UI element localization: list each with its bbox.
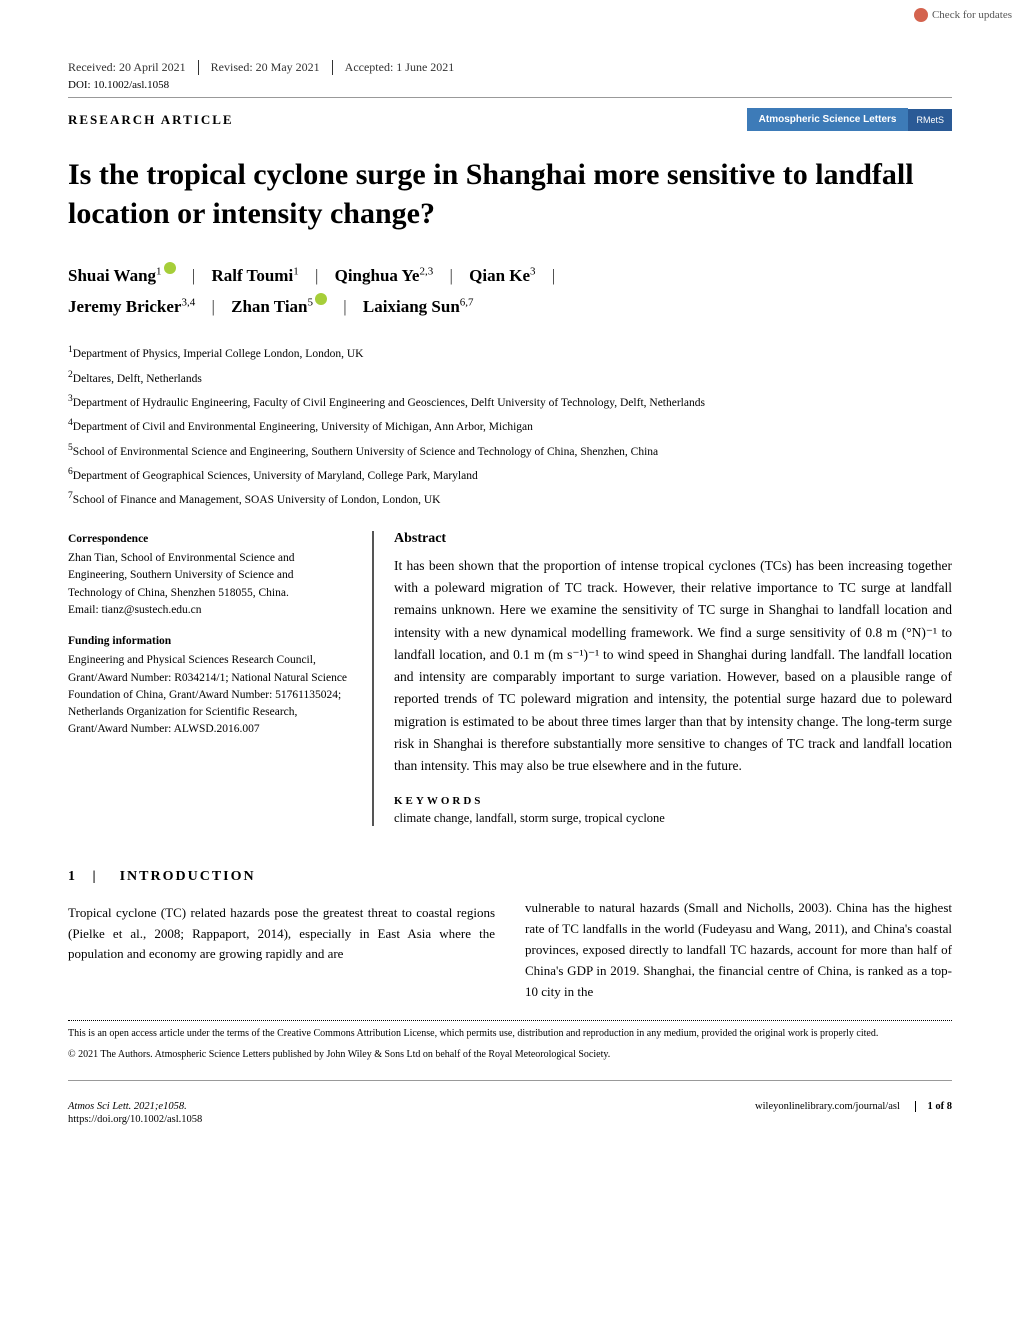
keywords-text: climate change, landfall, storm surge, t… xyxy=(394,811,952,826)
correspondence-block: Correspondence Zhan Tian, School of Envi… xyxy=(68,531,348,619)
license-text: This is an open access article under the… xyxy=(68,1027,952,1041)
intro-section: 1 | INTRODUCTION Tropical cyclone (TC) r… xyxy=(68,866,952,1002)
affiliation: 5School of Environmental Science and Eng… xyxy=(68,440,952,462)
accepted-date: Accepted: 1 June 2021 xyxy=(345,60,467,75)
affiliation: 2Deltares, Delft, Netherlands xyxy=(68,367,952,389)
footer-online: wileyonlinelibrary.com/journal/asl xyxy=(755,1101,900,1112)
author-separator: | xyxy=(552,266,555,285)
orcid-icon xyxy=(315,293,327,305)
abstract-text: It has been shown that the proportion of… xyxy=(394,555,952,778)
copyright-text: © 2021 The Authors. Atmospheric Science … xyxy=(68,1049,952,1060)
intro-heading: 1 | INTRODUCTION xyxy=(68,866,495,888)
footer-right: wileyonlinelibrary.com/journal/asl 1 of … xyxy=(755,1101,952,1125)
affiliation: 7School of Finance and Management, SOAS … xyxy=(68,488,952,510)
authors-list: Shuai Wang1 | Ralf Toumi1 | Qinghua Ye2,… xyxy=(68,261,952,322)
author: Shuai Wang1 xyxy=(68,266,176,285)
page-number: 1 of 8 xyxy=(915,1101,953,1112)
affiliation: 1Department of Physics, Imperial College… xyxy=(68,342,952,364)
author-separator: | xyxy=(315,266,318,285)
sidebar-info: Correspondence Zhan Tian, School of Envi… xyxy=(68,531,348,827)
correspondence-label: Correspondence xyxy=(68,531,348,548)
intro-col-right: vulnerable to natural hazards (Small and… xyxy=(525,866,952,1002)
intro-heading-text: INTRODUCTION xyxy=(120,869,256,884)
divider xyxy=(68,97,952,98)
footer-left: Atmos Sci Lett. 2021;e1058. https://doi.… xyxy=(68,1101,202,1125)
funding-block: Funding information Engineering and Phys… xyxy=(68,633,348,739)
footer-url: https://doi.org/10.1002/asl.1058 xyxy=(68,1114,202,1125)
check-updates-label: Check for updates xyxy=(932,9,1012,21)
intro-col-left: 1 | INTRODUCTION Tropical cyclone (TC) r… xyxy=(68,866,495,1002)
funding-label: Funding information xyxy=(68,633,348,650)
keywords-heading: KEYWORDS xyxy=(394,795,952,807)
received-date: Received: 20 April 2021 xyxy=(68,60,199,75)
affiliation: 4Department of Civil and Environmental E… xyxy=(68,415,952,437)
abstract-column: Abstract It has been shown that the prop… xyxy=(372,531,952,827)
article-type-row: RESEARCH ARTICLE Atmospheric Science Let… xyxy=(68,108,952,131)
correspondence-abstract-row: Correspondence Zhan Tian, School of Envi… xyxy=(68,531,952,827)
footer-citation: Atmos Sci Lett. 2021;e1058. xyxy=(68,1101,187,1112)
orcid-icon xyxy=(164,262,176,274)
journal-badge: Atmospheric Science Letters RMetS xyxy=(747,108,952,131)
intro-text-col2: vulnerable to natural hazards (Small and… xyxy=(525,898,952,1002)
affiliations: 1Department of Physics, Imperial College… xyxy=(68,342,952,511)
abstract-heading: Abstract xyxy=(394,531,952,547)
journal-society: RMetS xyxy=(908,109,952,131)
author: Qinghua Ye2,3 xyxy=(335,266,434,285)
author: Ralf Toumi1 xyxy=(211,266,298,285)
page-container: Received: 20 April 2021 Revised: 20 May … xyxy=(0,0,1020,1165)
author: Jeremy Bricker3,4 xyxy=(68,297,195,316)
author: Zhan Tian5 xyxy=(231,297,327,316)
correspondence-email: Email: tianz@sustech.edu.cn xyxy=(68,602,348,619)
doi: DOI: 10.1002/asl.1058 xyxy=(68,79,952,91)
author-separator: | xyxy=(211,297,214,316)
check-updates-icon xyxy=(914,8,928,22)
author: Qian Ke3 xyxy=(469,266,535,285)
journal-name: Atmospheric Science Letters xyxy=(747,108,909,131)
dates-row: Received: 20 April 2021 Revised: 20 May … xyxy=(68,60,952,75)
correspondence-text: Zhan Tian, School of Environmental Scien… xyxy=(68,550,348,602)
check-updates-badge[interactable]: Check for updates xyxy=(914,8,1012,22)
intro-sep: | xyxy=(93,869,98,884)
dotted-divider xyxy=(68,1020,952,1021)
affiliation: 6Department of Geographical Sciences, Un… xyxy=(68,464,952,486)
funding-text: Engineering and Physical Sciences Resear… xyxy=(68,652,348,738)
article-type: RESEARCH ARTICLE xyxy=(68,112,234,128)
author-separator: | xyxy=(192,266,195,285)
author-separator: | xyxy=(449,266,452,285)
intro-num: 1 xyxy=(68,869,77,884)
intro-text-col1: Tropical cyclone (TC) related hazards po… xyxy=(68,903,495,965)
author-separator: | xyxy=(343,297,346,316)
spacer xyxy=(525,866,952,898)
article-title: Is the tropical cyclone surge in Shangha… xyxy=(68,155,952,233)
author: Laixiang Sun6,7 xyxy=(363,297,474,316)
revised-date: Revised: 20 May 2021 xyxy=(211,60,333,75)
footer: Atmos Sci Lett. 2021;e1058. https://doi.… xyxy=(68,1101,952,1125)
affiliation: 3Department of Hydraulic Engineering, Fa… xyxy=(68,391,952,413)
footer-divider xyxy=(68,1080,952,1081)
